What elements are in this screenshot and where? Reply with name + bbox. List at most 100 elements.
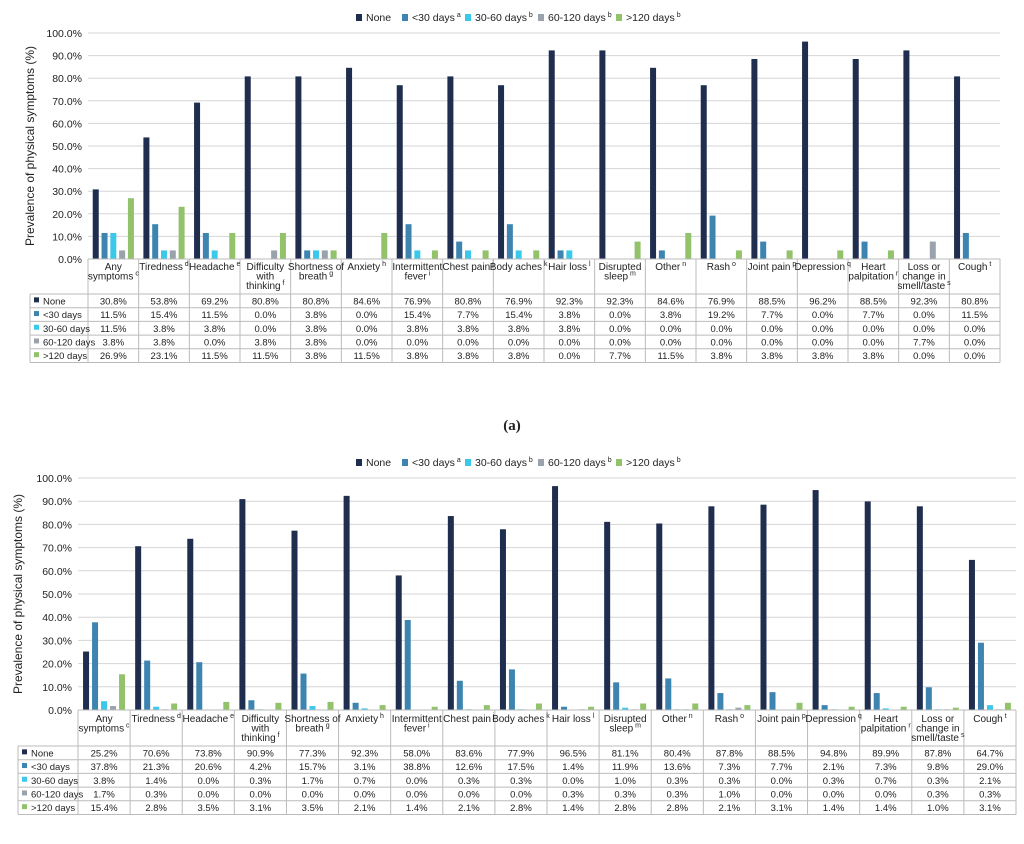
table-cell: 0.0% [875, 789, 897, 800]
category-label: Anxiety h [345, 713, 384, 725]
bar-none [346, 67, 353, 259]
legend-label-gt120: >120 days b [626, 12, 681, 24]
table-cell: 0.0% [510, 789, 532, 800]
bar-d30_60 [211, 250, 218, 259]
y-tick-label: 50.0% [52, 141, 82, 153]
table-cell: 1.4% [562, 762, 584, 773]
table-cell: 1.0% [927, 803, 949, 814]
bar-gt120 [171, 703, 178, 710]
bar-none [83, 651, 90, 710]
table-cell: 0.0% [771, 789, 793, 800]
table-cell: 3.5% [302, 803, 324, 814]
row-key-gt120 [34, 352, 39, 358]
bar-lt30 [709, 215, 716, 259]
table-cell: 3.8% [103, 337, 125, 348]
bar-d30_60 [110, 233, 117, 259]
table-cell: 80.4% [664, 748, 691, 759]
category-label-line: breath g [299, 271, 333, 283]
table-cell: 11.5% [202, 310, 229, 321]
bar-d30_60 [101, 701, 108, 710]
legend-item-none: None [356, 457, 391, 469]
category-label: Cough t [958, 261, 991, 273]
table-cell: 0.3% [979, 789, 1001, 800]
table-cell: 0.0% [406, 776, 428, 787]
table-row-label: 60-120 days [43, 337, 96, 348]
legend-item-d60_120: 60-120 days b [538, 457, 612, 469]
table-cell: 0.0% [457, 337, 479, 348]
table-cell: 77.3% [299, 748, 326, 759]
table-cell: 2.8% [145, 803, 167, 814]
bar-none [187, 538, 194, 710]
category-label-line: Other n [662, 713, 693, 725]
table-cell: 0.0% [609, 310, 631, 321]
category-label-line: fever i [404, 271, 430, 283]
bar-d30_60 [566, 250, 573, 259]
category-label-line: sleep m [609, 723, 641, 735]
bar-lt30 [352, 702, 359, 710]
table-cell: 3.8% [153, 337, 175, 348]
table-cell: 1.4% [145, 776, 167, 787]
category-label-line: Anxiety h [345, 713, 384, 725]
category-label: Depression q [805, 713, 862, 725]
table-cell: 15.4% [91, 803, 118, 814]
bar-lt30 [925, 687, 932, 710]
bar-d60_120 [110, 706, 117, 710]
category-label-line: Loss or [908, 262, 941, 273]
table-cell: 0.3% [719, 776, 741, 787]
bar-none [852, 58, 859, 259]
table-cell: 3.1% [250, 803, 272, 814]
table-cell: 73.8% [195, 748, 222, 759]
bar-gt120 [796, 702, 803, 710]
row-key-d60_120 [34, 338, 39, 344]
category-label-line: palpitation r [848, 271, 899, 283]
bar-d30_60 [882, 708, 889, 710]
y-axis-title: Prevalence of physical symptoms (%) [11, 494, 25, 694]
bar-lt30 [506, 224, 513, 259]
category-label-line: thinking f [246, 280, 284, 292]
category-label-line: Disrupted [599, 262, 642, 273]
bar-lt30 [717, 693, 724, 710]
category-label-line: Hair loss l [552, 713, 595, 725]
table-row-label: 30-60 days [43, 324, 90, 335]
table-cell: 0.0% [508, 337, 530, 348]
table-cell: 87.8% [924, 748, 951, 759]
bar-d60_120 [119, 250, 126, 259]
y-axis-title: Prevalence of physical symptoms (%) [23, 46, 37, 246]
category-label: Rash o [707, 261, 736, 273]
table-cell: 0.0% [354, 789, 376, 800]
table-cell: 11.5% [100, 324, 127, 335]
table-cell: 2.1% [458, 803, 480, 814]
y-tick-label: 100.0% [36, 473, 72, 485]
table-cell: 3.1% [771, 803, 793, 814]
category-label-line: Depression q [805, 713, 862, 725]
table-cell: 92.3% [607, 296, 634, 307]
table-cell: 15.4% [404, 310, 431, 321]
row-key-lt30 [22, 763, 27, 769]
table-cell: 0.0% [204, 337, 226, 348]
category-label-line: Body aches k [492, 713, 550, 725]
table-cell: 3.5% [197, 803, 219, 814]
bar-lt30 [304, 250, 311, 259]
bar-d60_120 [321, 250, 328, 259]
legend-swatch-none [356, 14, 362, 21]
table-cell: 0.3% [927, 776, 949, 787]
legend-label-gt120: >120 days b [626, 457, 681, 469]
table-cell: 7.7% [761, 310, 783, 321]
table-cell: 0.3% [145, 789, 167, 800]
category-label-line: Depression q [794, 261, 851, 273]
bar-gt120 [178, 206, 185, 259]
table-row-label: 60-120 days [31, 789, 84, 800]
bar-gt120 [533, 250, 540, 259]
bar-gt120 [588, 706, 595, 710]
table-cell: 76.9% [505, 296, 532, 307]
y-tick-label: 20.0% [52, 209, 82, 221]
table-cell: 0.0% [761, 324, 783, 335]
bar-gt120 [952, 707, 959, 710]
category-label-line: Intermittent [392, 262, 442, 273]
category-label-line: sleep m [604, 271, 636, 283]
row-key-d30_60 [34, 324, 39, 330]
category-label: Other n [655, 261, 686, 273]
